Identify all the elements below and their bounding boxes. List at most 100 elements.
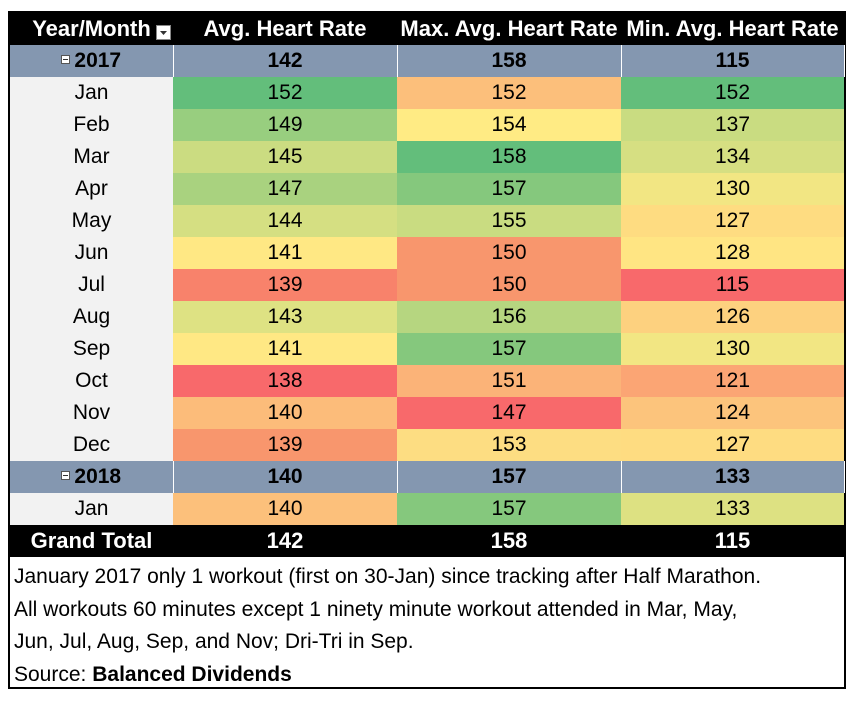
header-row: Year/Month Avg. Heart Rate Max. Avg. Hea… bbox=[10, 13, 844, 45]
table-row: Jan 140 157 133 bbox=[10, 493, 844, 525]
cell-max: 152 bbox=[397, 77, 621, 109]
row-label-text: Aug bbox=[72, 305, 111, 328]
table-row: Jan 152 152 152 bbox=[10, 77, 844, 109]
row-label-text: Nov bbox=[72, 401, 111, 424]
cell-min: 115 bbox=[621, 45, 845, 77]
year-label[interactable]: 2018 bbox=[10, 461, 174, 493]
source-prefix: Source: bbox=[14, 662, 93, 686]
header-avg-heart-rate: Avg. Heart Rate bbox=[173, 13, 397, 45]
cell-avg: 145 bbox=[173, 141, 397, 173]
table-body: 2017 142 158 115 Jan 152 152 152 Feb 149 154 137 Mar… bbox=[10, 45, 845, 525]
cell-min: 133 bbox=[621, 493, 844, 525]
row-label-text: Feb bbox=[73, 113, 110, 136]
cell-min: 137 bbox=[621, 109, 844, 141]
cell-min: 152 bbox=[621, 77, 844, 109]
collapse-minus-icon[interactable] bbox=[61, 54, 71, 64]
header-year-month-label: Year/Month bbox=[32, 16, 151, 41]
cell-min: 121 bbox=[621, 365, 844, 397]
row-label-text: 2017 bbox=[74, 49, 122, 72]
cell-avg: 147 bbox=[173, 173, 397, 205]
cell-avg: 141 bbox=[173, 237, 397, 269]
cell-max: 158 bbox=[397, 141, 621, 173]
cell-min: 127 bbox=[621, 429, 844, 461]
table-row: Jul 139 150 115 bbox=[10, 269, 844, 301]
cell-avg: 139 bbox=[173, 429, 397, 461]
cell-max: 157 bbox=[397, 461, 622, 493]
cell-min: 130 bbox=[621, 173, 844, 205]
notes-block: January 2017 only 1 workout (first on 30… bbox=[14, 561, 842, 691]
pivot-table-frame: Year/Month Avg. Heart Rate Max. Avg. Hea… bbox=[8, 11, 846, 689]
cell-min: 115 bbox=[621, 269, 844, 301]
cell-min: 134 bbox=[621, 141, 844, 173]
month-label: Nov bbox=[10, 397, 173, 429]
note-line-1: January 2017 only 1 workout (first on 30… bbox=[14, 565, 762, 588]
cell-avg: 140 bbox=[173, 493, 397, 525]
grand-total-min: 115 bbox=[621, 525, 844, 557]
cell-max: 156 bbox=[397, 301, 621, 333]
cell-avg: 141 bbox=[173, 333, 397, 365]
cell-min: 133 bbox=[621, 461, 845, 493]
cell-max: 158 bbox=[397, 45, 622, 77]
header-year-month: Year/Month bbox=[10, 13, 173, 45]
row-label-text: Sep bbox=[72, 337, 111, 360]
table-row: Dec 139 153 127 bbox=[10, 429, 844, 461]
header-max-avg-heart-rate: Max. Avg. Heart Rate bbox=[397, 13, 621, 45]
row-label-text: Jun bbox=[74, 241, 109, 264]
grand-total-avg: 142 bbox=[173, 525, 397, 557]
source-line: Source: Balanced Dividends bbox=[14, 659, 842, 692]
note-line-2: All workouts 60 minutes except 1 ninety … bbox=[14, 597, 738, 621]
row-label-text: Jul bbox=[78, 273, 105, 296]
table-row: Mar 145 158 134 bbox=[10, 141, 844, 173]
cell-avg: 140 bbox=[173, 461, 398, 493]
cell-avg: 149 bbox=[173, 109, 397, 141]
grand-total-max: 158 bbox=[397, 525, 621, 557]
table-row: Oct 138 151 121 bbox=[10, 365, 844, 397]
cell-max: 153 bbox=[397, 429, 621, 461]
table-row: Sep 141 157 130 bbox=[10, 333, 844, 365]
month-label: Sep bbox=[10, 333, 173, 365]
cell-min: 128 bbox=[621, 237, 844, 269]
note-line-3: Jun, Jul, Aug, Sep, and Nov; Dri-Tri in … bbox=[14, 630, 414, 653]
row-label-text: Dec bbox=[72, 433, 111, 456]
collapse-minus-icon[interactable] bbox=[61, 470, 71, 480]
filter-dropdown-icon[interactable] bbox=[156, 25, 171, 40]
table-row: Apr 147 157 130 bbox=[10, 173, 844, 205]
month-label: Jan bbox=[10, 493, 173, 525]
year-label[interactable]: 2017 bbox=[10, 45, 174, 77]
month-label: Dec bbox=[10, 429, 173, 461]
table-row: Feb 149 154 137 bbox=[10, 109, 844, 141]
row-label-text: Jan bbox=[74, 497, 109, 520]
cell-max: 154 bbox=[397, 109, 621, 141]
row-label-text: Apr bbox=[75, 177, 108, 200]
month-label: Mar bbox=[10, 141, 173, 173]
table-row: Nov 140 147 124 bbox=[10, 397, 844, 429]
cell-min: 130 bbox=[621, 333, 844, 365]
header-min-avg-heart-rate: Min. Avg. Heart Rate bbox=[621, 13, 844, 45]
table-row: May 144 155 127 bbox=[10, 205, 844, 237]
year-row: 2017 142 158 115 bbox=[10, 45, 845, 77]
source-name: Balanced Dividends bbox=[92, 662, 292, 686]
cell-avg: 143 bbox=[173, 301, 397, 333]
cell-avg: 144 bbox=[173, 205, 397, 237]
cell-avg: 139 bbox=[173, 269, 397, 301]
cell-max: 150 bbox=[397, 269, 621, 301]
cell-max: 151 bbox=[397, 365, 621, 397]
year-row: 2018 140 157 133 bbox=[10, 461, 845, 493]
month-label: Jun bbox=[10, 237, 173, 269]
row-label-text: Jan bbox=[74, 81, 109, 104]
month-label: Jul bbox=[10, 269, 173, 301]
cell-max: 157 bbox=[397, 173, 621, 205]
month-label: Feb bbox=[10, 109, 173, 141]
cell-min: 126 bbox=[621, 301, 844, 333]
cell-max: 157 bbox=[397, 333, 621, 365]
cell-avg: 142 bbox=[173, 45, 398, 77]
month-label: Oct bbox=[10, 365, 173, 397]
grand-total-label: Grand Total bbox=[10, 525, 173, 557]
cell-avg: 138 bbox=[173, 365, 397, 397]
row-label-text: Oct bbox=[75, 369, 108, 392]
month-label: Aug bbox=[10, 301, 173, 333]
cell-min: 127 bbox=[621, 205, 844, 237]
heart-rate-pivot-table: Year/Month Avg. Heart Rate Max. Avg. Hea… bbox=[10, 13, 845, 557]
month-label: May bbox=[10, 205, 173, 237]
cell-max: 155 bbox=[397, 205, 621, 237]
